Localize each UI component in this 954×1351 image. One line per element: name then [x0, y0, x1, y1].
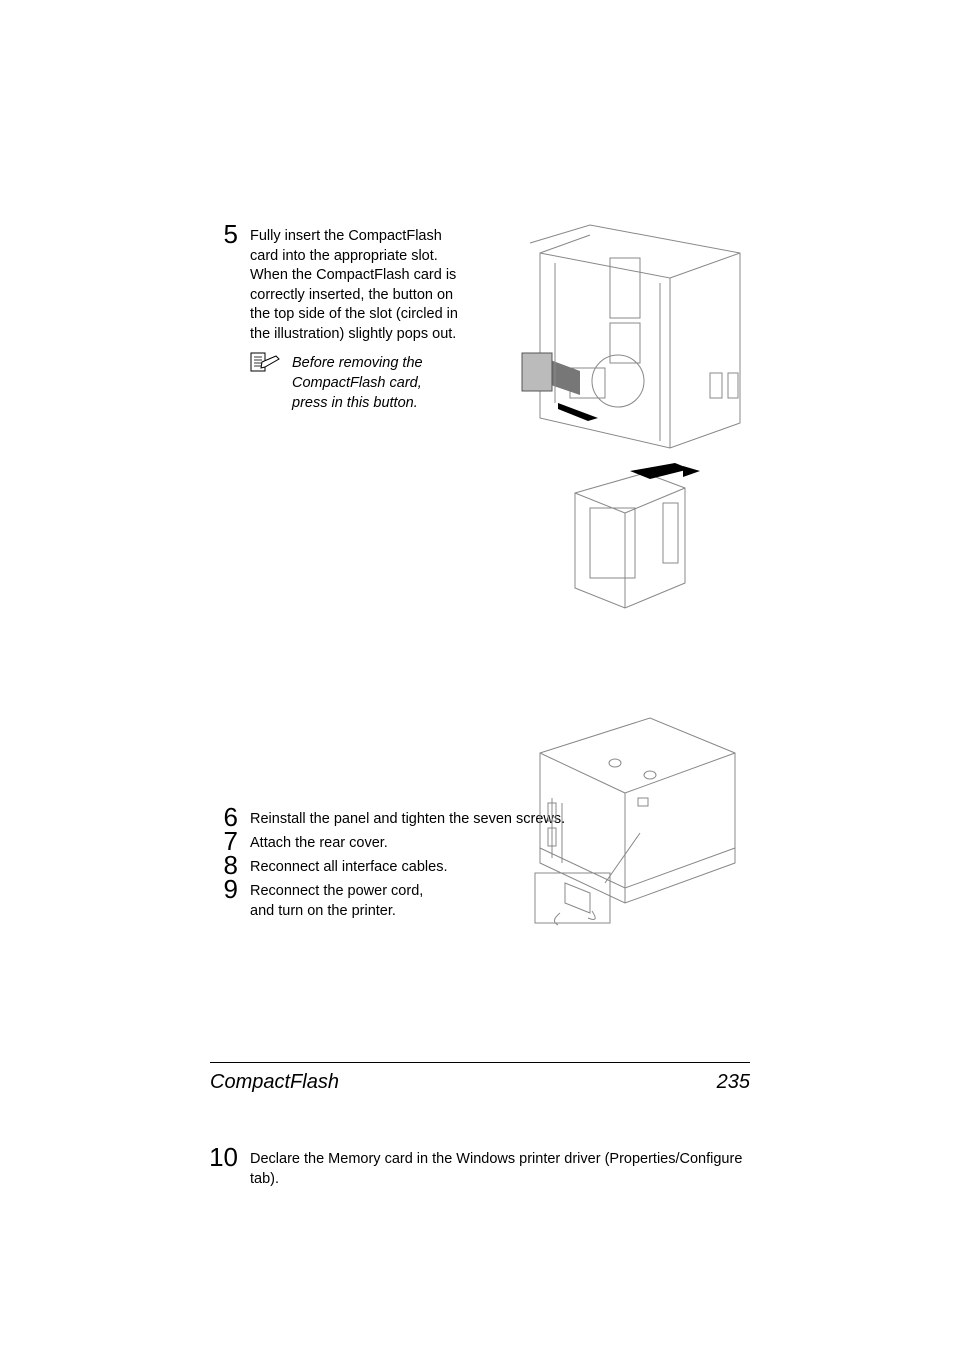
step-text: Reconnect the power cord, and turn on th…: [250, 880, 450, 921]
step-number: 9: [210, 876, 250, 902]
footer-page-number: 235: [717, 1071, 750, 1094]
note-icon: [250, 352, 280, 377]
step-text: Fully insert the CompactFlash card into …: [250, 225, 460, 344]
page-footer: CompactFlash 235: [210, 1062, 750, 1094]
step-number: 10: [200, 1144, 250, 1170]
illustration-closeup: [555, 463, 705, 613]
footer-rule: [210, 1062, 750, 1063]
illustration-panel: [510, 223, 750, 453]
note-text: Before removing the CompactFlash card, p…: [292, 354, 452, 413]
step-10: 10 Declare the Memory card in the Window…: [200, 1148, 750, 1189]
step-number: 5: [210, 221, 250, 247]
step-text: Declare the Memory card in the Windows p…: [250, 1148, 750, 1189]
illustration-printer: [510, 703, 750, 928]
footer-section-title: CompactFlash: [210, 1071, 339, 1094]
